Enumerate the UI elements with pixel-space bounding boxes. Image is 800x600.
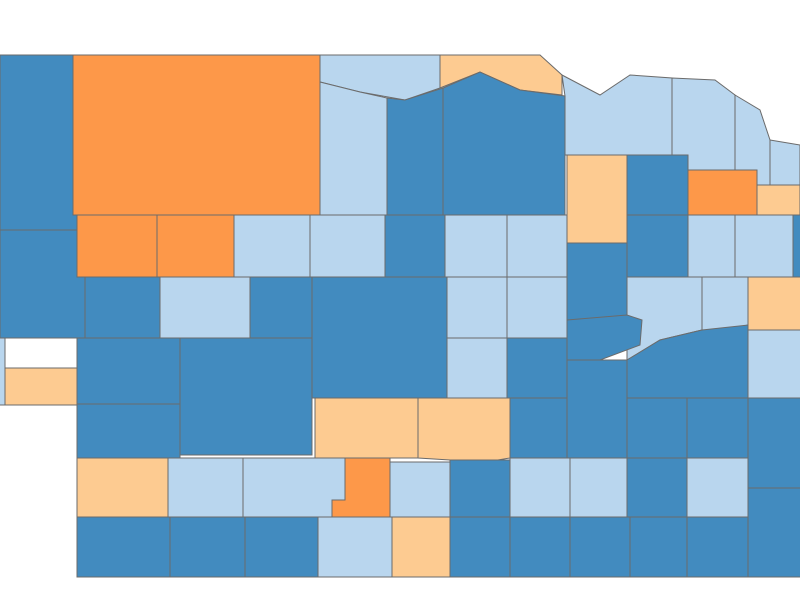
county	[686, 457, 749, 518]
counties	[0, 54, 800, 578]
county	[76, 403, 181, 459]
county	[156, 214, 235, 278]
county	[734, 214, 794, 278]
county	[391, 516, 451, 578]
county	[626, 154, 689, 216]
county	[76, 516, 171, 578]
county	[76, 337, 181, 405]
county	[0, 229, 86, 339]
county	[314, 397, 419, 459]
county	[76, 457, 169, 518]
county	[569, 516, 631, 578]
county	[449, 459, 511, 518]
county	[769, 139, 800, 186]
county	[566, 154, 628, 244]
county	[747, 276, 800, 331]
county	[0, 337, 6, 406]
county	[626, 397, 688, 459]
county	[386, 87, 444, 216]
county	[446, 276, 508, 339]
county	[417, 397, 511, 464]
county	[756, 184, 800, 216]
county	[242, 457, 346, 518]
county	[249, 276, 313, 339]
county	[84, 276, 161, 339]
county	[76, 214, 158, 278]
county	[792, 214, 800, 278]
county	[561, 74, 673, 156]
county	[444, 214, 508, 278]
county	[244, 516, 319, 578]
county	[442, 71, 566, 216]
county	[233, 214, 311, 278]
county	[179, 337, 313, 456]
county	[506, 337, 568, 399]
county	[4, 367, 78, 406]
county	[449, 516, 511, 578]
county	[626, 457, 688, 518]
county	[446, 337, 508, 399]
county	[309, 214, 386, 278]
county	[509, 397, 568, 459]
county	[384, 214, 446, 278]
county	[169, 516, 246, 578]
county	[159, 276, 251, 339]
county	[747, 329, 800, 399]
county	[72, 54, 321, 216]
county	[629, 516, 688, 578]
county	[509, 457, 571, 518]
county	[311, 276, 448, 399]
county	[626, 214, 689, 278]
county	[686, 516, 749, 578]
county	[509, 516, 571, 578]
county	[167, 457, 244, 518]
county	[687, 214, 736, 278]
county	[0, 54, 78, 231]
county	[747, 397, 800, 489]
county	[506, 214, 568, 278]
county	[569, 457, 628, 518]
county	[389, 461, 451, 518]
county	[319, 81, 388, 216]
county	[566, 242, 628, 321]
county	[686, 397, 749, 459]
county	[506, 276, 568, 339]
county	[747, 487, 800, 578]
county	[566, 359, 628, 459]
county	[687, 169, 758, 216]
county	[317, 516, 393, 578]
